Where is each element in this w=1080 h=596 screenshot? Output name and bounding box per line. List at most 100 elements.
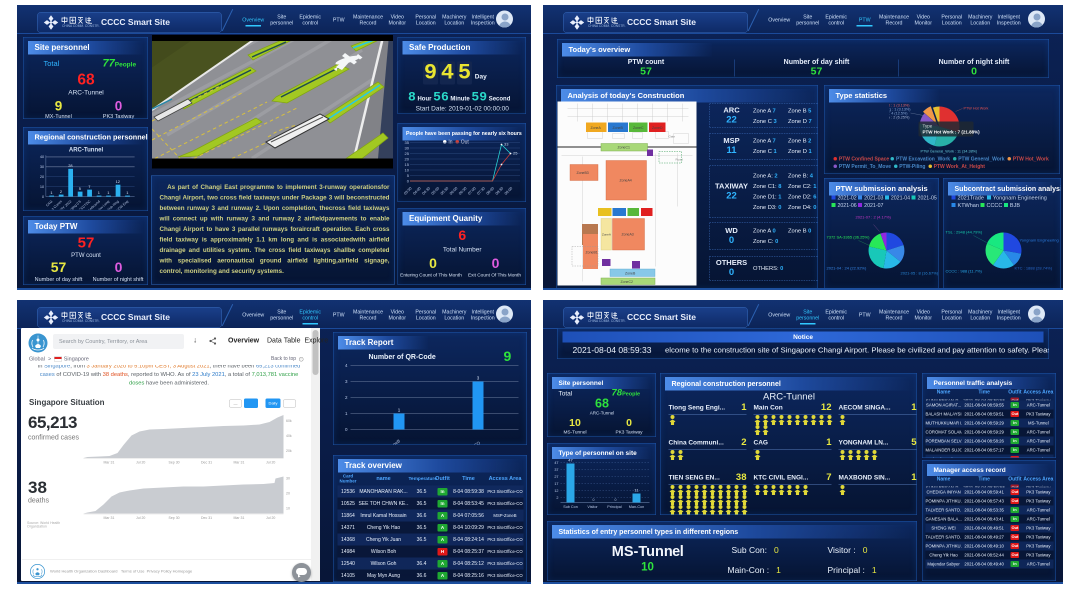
svg-text:ZoneB: ZoneB bbox=[613, 126, 624, 130]
svg-text:0: 0 bbox=[593, 498, 595, 502]
svg-text:ZoneA4: ZoneA4 bbox=[620, 179, 632, 183]
svg-text:Jul 20: Jul 20 bbox=[266, 461, 275, 465]
svg-text:4: 4 bbox=[345, 363, 348, 368]
svg-text:25: 25 bbox=[405, 151, 410, 156]
svg-text:20: 20 bbox=[286, 492, 290, 496]
svg-text:ZoneB: ZoneB bbox=[625, 272, 636, 276]
svg-text:2: 2 bbox=[345, 395, 348, 400]
svg-text:1: 1 bbox=[398, 408, 401, 413]
svg-text:PTW Hot Work : 7 (21.88%): PTW Hot Work : 7 (21.88%) bbox=[923, 130, 981, 135]
svg-text:1: 1 bbox=[345, 411, 348, 416]
svg-text:Gate: Gate bbox=[669, 135, 676, 139]
svg-text:7372 SA-3365 (36.25%): 7372 SA-3365 (36.25%) bbox=[827, 235, 871, 240]
svg-text:12: 12 bbox=[554, 489, 558, 493]
svg-text:28: 28 bbox=[68, 163, 72, 168]
svg-text:1: 1 bbox=[98, 190, 100, 195]
svg-text:30: 30 bbox=[40, 164, 44, 169]
svg-text:33: 33 bbox=[504, 142, 509, 147]
svg-text:ZoneA: ZoneA bbox=[602, 233, 611, 237]
svg-text:05:30: 05:30 bbox=[440, 186, 449, 195]
svg-text:47: 47 bbox=[554, 461, 558, 465]
svg-text:PK3 SiteOffice-CO: PK3 SiteOffice-CO bbox=[449, 440, 481, 445]
svg-text:0: 0 bbox=[42, 194, 44, 199]
svg-text:7: 7 bbox=[88, 184, 90, 189]
svg-text:06:30: 06:30 bbox=[458, 186, 467, 195]
svg-text:5: 5 bbox=[79, 186, 81, 191]
svg-text:Road: Road bbox=[676, 158, 684, 162]
svg-text:Mar 31: Mar 31 bbox=[104, 516, 115, 520]
svg-text:17: 17 bbox=[554, 482, 558, 486]
svg-text:Jul 20: Jul 20 bbox=[136, 516, 145, 520]
svg-text:Huanjing CS: Huanjing CS bbox=[65, 199, 83, 209]
svg-text:CCCTDC: CCCTDC bbox=[78, 199, 92, 209]
svg-text:PTW Piling : 1 (3.13%): PTW Piling : 1 (3.13%) bbox=[890, 108, 912, 112]
svg-text:Sep 30: Sep 30 bbox=[169, 461, 180, 465]
svg-text:ZoneC1: ZoneC1 bbox=[618, 146, 631, 150]
svg-text:10: 10 bbox=[40, 184, 44, 189]
svg-text:1: 1 bbox=[126, 190, 128, 195]
svg-text:PTW Permit_To_Move : 4 (12.5%): PTW Permit_To_Move : 4 (12.5%) bbox=[890, 112, 909, 116]
svg-text:30: 30 bbox=[405, 146, 410, 151]
svg-text:PTW Hot Work : 7 (21.88%): PTW Hot Work : 7 (21.88%) bbox=[964, 107, 990, 111]
svg-text:ZoneD: ZoneD bbox=[652, 126, 663, 130]
svg-text:Yongnam Engineering: Yongnam Engineering bbox=[1020, 238, 1059, 243]
svg-text:25: 25 bbox=[513, 151, 518, 156]
svg-text:Visitor: Visitor bbox=[587, 505, 598, 509]
svg-text:60k: 60k bbox=[286, 419, 292, 423]
svg-text:40: 40 bbox=[40, 154, 44, 159]
svg-text:Sep 30: Sep 30 bbox=[169, 516, 180, 520]
svg-text:08:00: 08:00 bbox=[486, 186, 495, 195]
svg-text:Mar 31: Mar 31 bbox=[234, 516, 245, 520]
svg-text:ZoneC2: ZoneC2 bbox=[621, 280, 634, 284]
svg-text:Mar 31: Mar 31 bbox=[104, 461, 115, 465]
svg-text:Jul 20: Jul 20 bbox=[266, 516, 275, 520]
svg-text:07:30: 07:30 bbox=[476, 186, 485, 195]
svg-text:3: 3 bbox=[345, 379, 348, 384]
svg-text:2: 2 bbox=[556, 496, 558, 500]
svg-text:08:30: 08:30 bbox=[495, 186, 504, 195]
svg-text:37: 37 bbox=[554, 468, 558, 472]
svg-text:Type: Type bbox=[923, 124, 933, 129]
svg-text:1: 1 bbox=[107, 190, 109, 195]
svg-text:Woh Ping: Woh Ping bbox=[106, 199, 120, 209]
svg-text:Sub Con: Sub Con bbox=[563, 505, 578, 509]
svg-text:0: 0 bbox=[345, 427, 348, 432]
svg-text:China Comm: China Comm bbox=[45, 199, 63, 209]
svg-text:Dec 31: Dec 31 bbox=[201, 461, 212, 465]
svg-text:20: 20 bbox=[405, 157, 410, 162]
svg-text:PTW General_Work : 11 (34.38%): PTW General_Work : 11 (34.38%) bbox=[921, 150, 979, 154]
svg-text:04:30: 04:30 bbox=[422, 186, 431, 195]
svg-text:Mar 31: Mar 31 bbox=[234, 461, 245, 465]
svg-text:40k: 40k bbox=[286, 434, 292, 438]
svg-text:5: 5 bbox=[407, 173, 410, 178]
svg-text:35: 35 bbox=[405, 141, 410, 146]
svg-text:TSY 2022: TSY 2022 bbox=[58, 199, 72, 209]
svg-text:Principal: Principal bbox=[607, 505, 622, 509]
svg-text:2021-05 : 8 (16.67%): 2021-05 : 8 (16.67%) bbox=[901, 271, 939, 276]
svg-text:CCCC : 988 (11.7%): CCCC : 988 (11.7%) bbox=[946, 269, 983, 274]
svg-text:Jul 20: Jul 20 bbox=[136, 461, 145, 465]
svg-text:15: 15 bbox=[405, 162, 410, 167]
svg-text:ZoneA: ZoneA bbox=[591, 126, 602, 130]
svg-text:Yew Leng: Yew Leng bbox=[96, 199, 110, 209]
svg-text:20: 20 bbox=[40, 174, 44, 179]
svg-text:04:00: 04:00 bbox=[412, 186, 421, 195]
svg-text:27: 27 bbox=[554, 475, 558, 479]
svg-text:09:00: 09:00 bbox=[504, 186, 513, 195]
svg-text:KTCW Eng: KTCW Eng bbox=[114, 199, 130, 209]
svg-text:PTW Excavation : 2 (6.25%): PTW Excavation : 2 (6.25%) bbox=[890, 116, 911, 120]
svg-text:Dec 31: Dec 31 bbox=[201, 516, 212, 520]
svg-text:2021-07 : 2 (4.17%): 2021-07 : 2 (4.17%) bbox=[856, 215, 892, 220]
svg-text:ZoneB3: ZoneB3 bbox=[577, 171, 589, 175]
svg-text:06:00: 06:00 bbox=[449, 186, 458, 195]
svg-text:ZoneA3: ZoneA3 bbox=[622, 233, 634, 237]
svg-text:KTC : 1888 (28.74%): KTC : 1888 (28.74%) bbox=[1015, 266, 1053, 271]
svg-text:Gerbound: Gerbound bbox=[87, 199, 101, 209]
svg-text:05:00: 05:00 bbox=[431, 186, 440, 195]
svg-text:10: 10 bbox=[405, 168, 410, 173]
svg-text:3: 3 bbox=[477, 376, 480, 381]
svg-text:0: 0 bbox=[407, 179, 410, 184]
svg-text:CAG: CAG bbox=[45, 199, 53, 207]
svg-text:47: 47 bbox=[568, 459, 573, 463]
svg-text:MSP-ZoneB: MSP-ZoneB bbox=[379, 438, 401, 445]
